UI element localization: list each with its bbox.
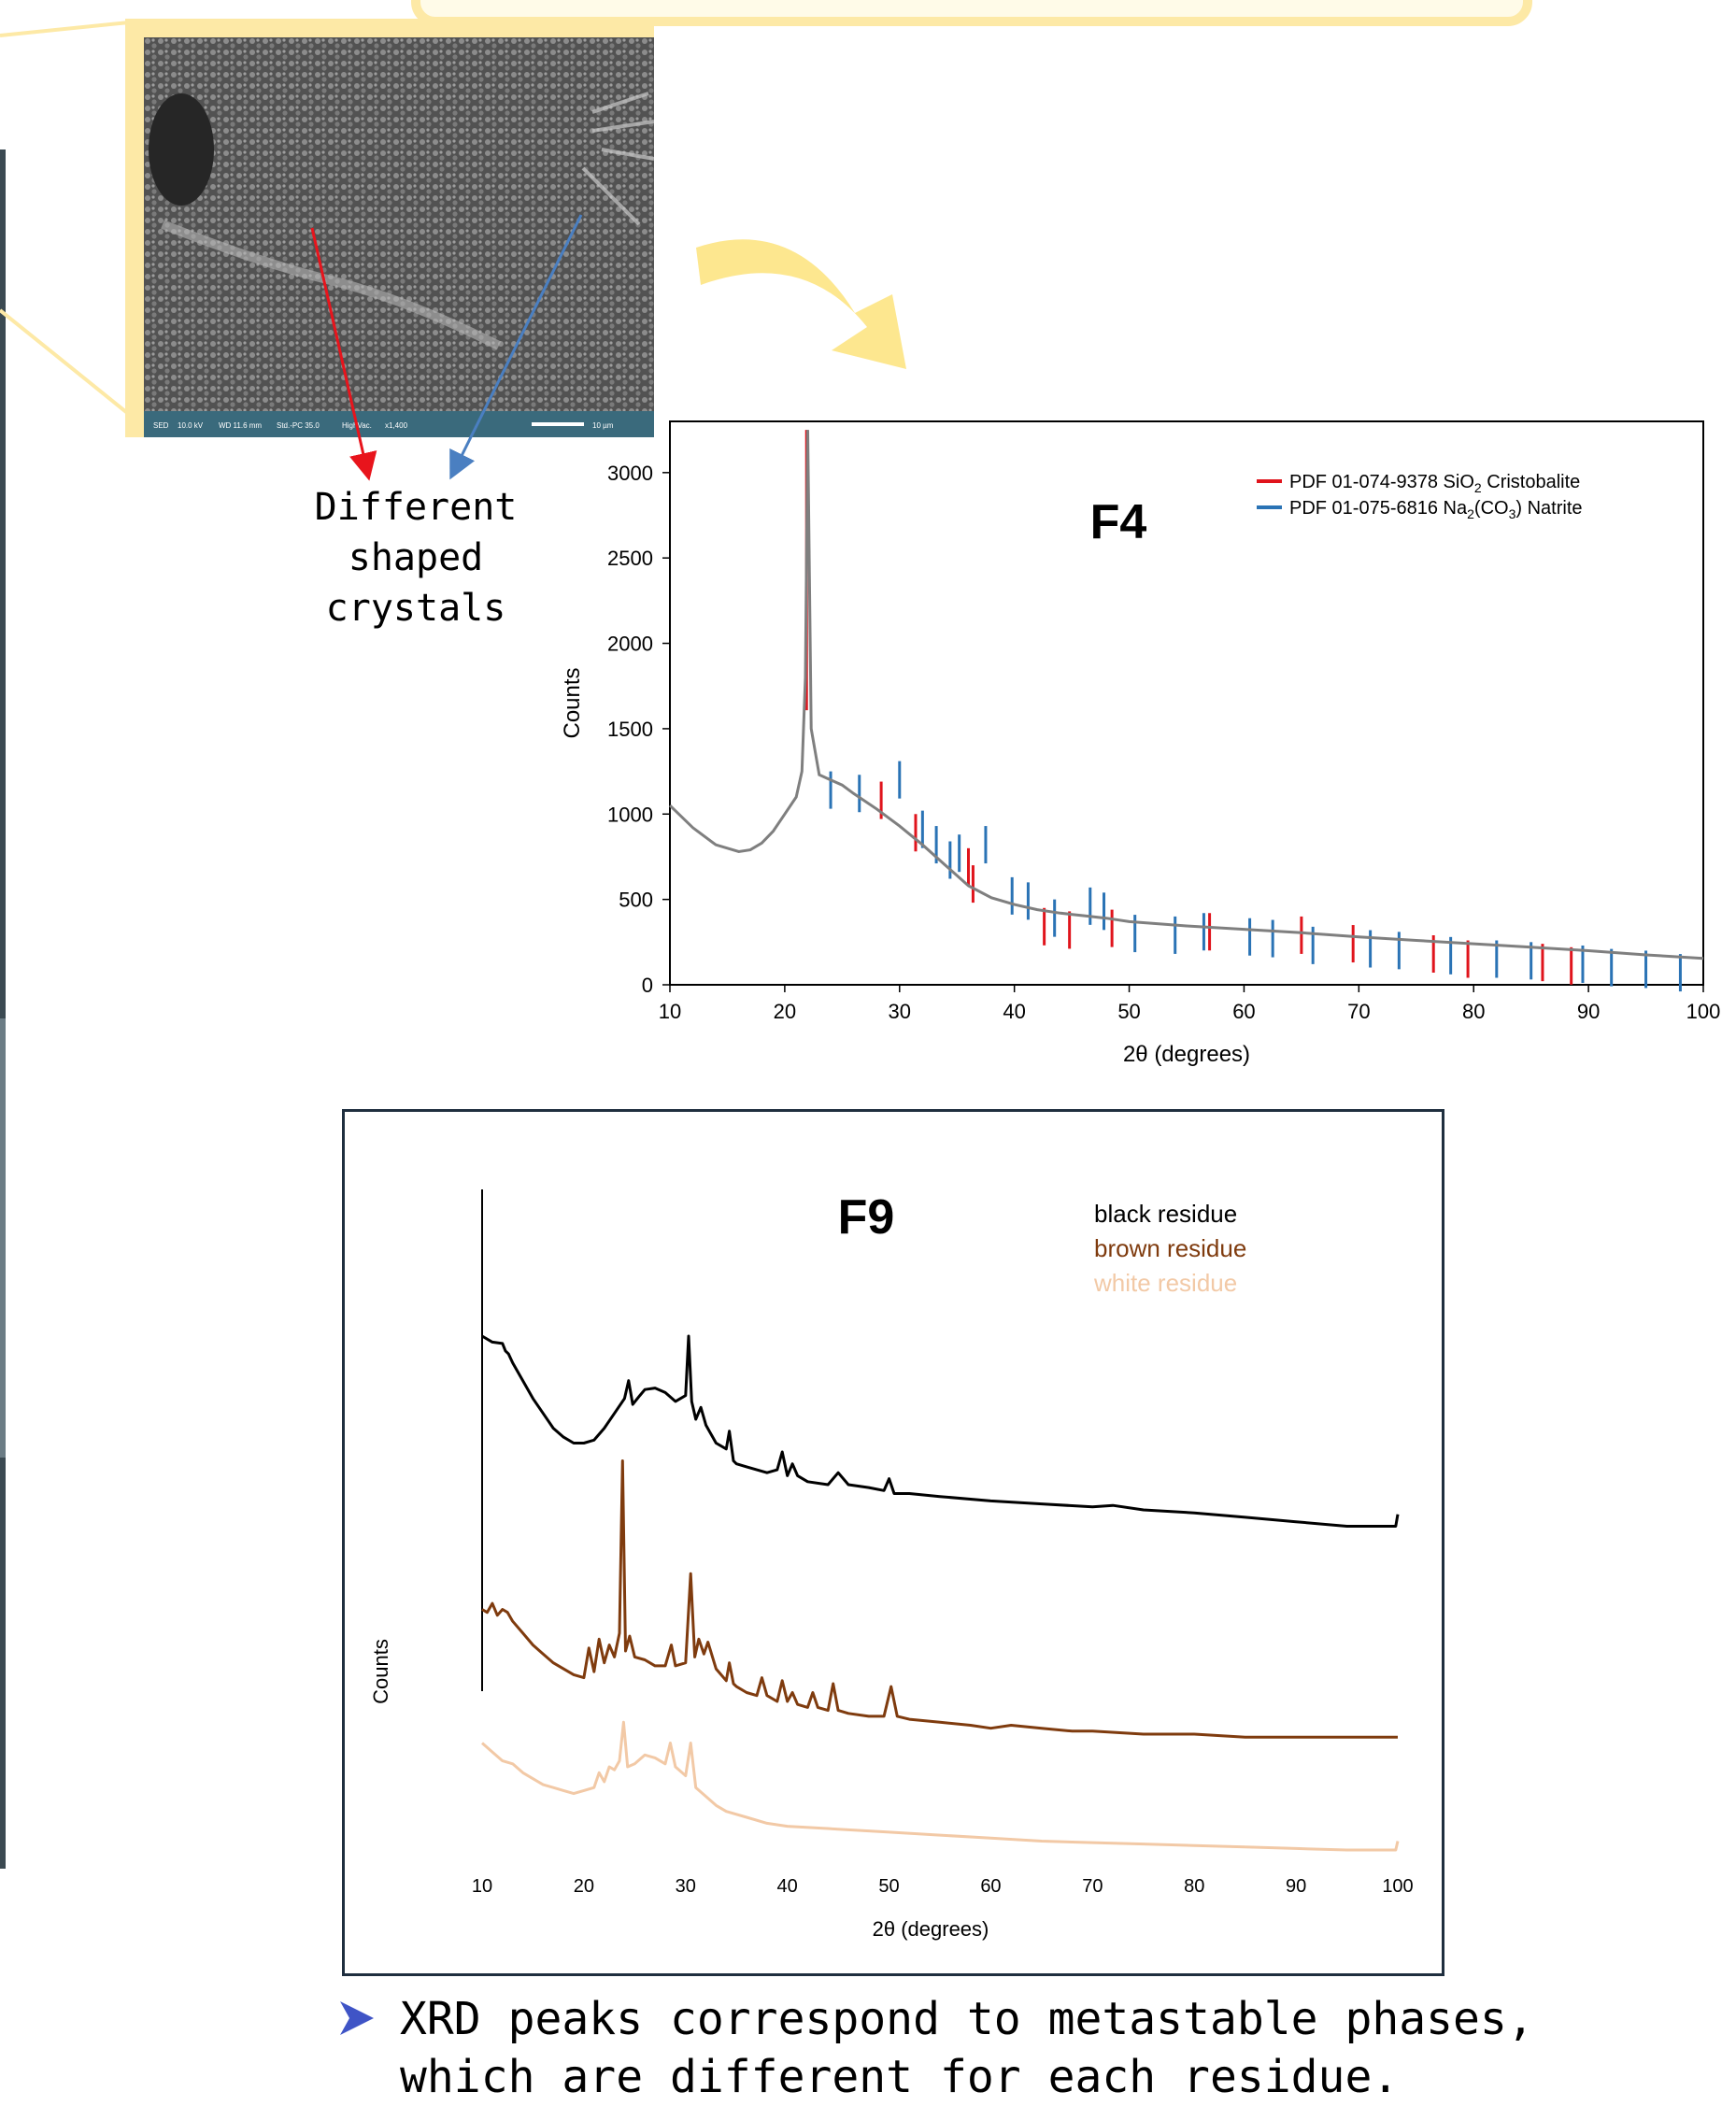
sem-micrograph: SED 10.0 kV WD 11.6 mm Std.-PC 35.0 High… [144,37,654,437]
series-line [481,1334,1400,1528]
legend-entry: PDF 01-075-6816 Na2(CO3) Natrite [1289,498,1583,521]
blue-pointer-arrow [449,214,583,480]
legend-entry: black residue [1094,1200,1237,1228]
x-tick-label: 50 [878,1876,899,1897]
x-axis-label: 2θ (degrees) [873,1917,989,1941]
x-tick-label: 100 [1382,1876,1413,1897]
curved-arrow-icon [696,239,906,369]
left-image-edge-lower [0,1018,6,1458]
chart-title-f4: F4 [1090,495,1147,549]
x-tick-label: 40 [1003,1000,1025,1023]
xrd-chart-f9: 10 20 30 40 50 60 70 80 90 100 2θ (degrees) Counts F… [369,1189,1414,1941]
x-tick-label: 40 [777,1876,798,1897]
scale-bar [532,422,584,426]
red-pointer-arrow [310,227,377,481]
measured-pattern-line [668,430,1704,961]
legend-entry: brown residue [1094,1234,1246,1262]
series-line [481,1720,1400,1852]
x-tick-label: 70 [1082,1876,1103,1897]
xrd-chart-f4: 10 20 30 40 50 60 70 80 90 1000500100015002000250… [560,420,1721,1067]
series-line [481,1459,1398,1739]
x-tick-label: 90 [1286,1876,1306,1897]
x-tick-label: 10 [659,1000,681,1023]
x-tick-label: 70 [1347,1000,1370,1023]
sem-footer-label: Std.-PC 35.0 [277,421,320,430]
xrd-chart-f9-frame: 10 20 30 40 50 60 70 80 90 100 2θ (degrees) Counts F… [342,1109,1444,1976]
x-tick-label: 80 [1462,1000,1485,1023]
sem-image-frame: SED 10.0 kV WD 11.6 mm Std.-PC 35.0 High… [125,19,654,437]
y-tick-label: 2500 [607,547,653,570]
legend-entry: PDF 01-074-9378 SiO2 Cristobalite [1289,472,1580,495]
y-tick-label: 0 [642,974,653,997]
chart-title-f9: F9 [838,1190,895,1245]
x-tick-label: 10 [472,1876,492,1897]
y-tick-label: 1000 [607,803,653,826]
x-tick-label: 100 [1686,1000,1721,1023]
connector-lines [0,21,133,418]
sem-footer-label: 10.0 kV [178,421,204,430]
sem-footer-label: WD 11.6 mm [219,421,262,430]
x-tick-label: 60 [980,1876,1001,1897]
x-tick-label: 80 [1184,1876,1204,1897]
callout-line-1: Different [314,486,518,529]
conclusion-line-1: XRD peaks correspond to metastable phase… [400,1993,1534,2045]
y-axis-label: Counts [560,667,585,738]
y-tick-label: 500 [619,889,653,912]
x-tick-label: 20 [574,1876,594,1897]
x-tick-label: 30 [676,1876,696,1897]
x-tick-label: 30 [889,1000,911,1023]
sem-footer-label: SED [153,421,169,430]
callout-line-2: shaped crystals [325,536,506,630]
sem-footer-label: x1,400 [385,421,408,430]
plot-frame [669,420,1704,986]
y-tick-label: 2000 [607,633,653,656]
left-image-edge [0,149,6,1869]
conclusion-line-2: which are different for each residue. [400,2051,1400,2103]
x-tick-label: 90 [1577,1000,1600,1023]
bullet-arrow-icon [340,2001,374,2035]
x-tick-label: 50 [1117,1000,1140,1023]
y-tick-label: 1500 [607,718,653,741]
y-axis-label: Counts [369,1639,392,1704]
x-tick-label: 20 [774,1000,796,1023]
pointer-arrows [310,214,583,481]
conclusion-text: XRD peaks correspond to metastable phase… [400,1990,1689,2106]
y-tick-label: 3000 [607,462,653,485]
x-axis-label: 2θ (degrees) [1123,1042,1250,1067]
x-tick-label: 60 [1232,1000,1255,1023]
sem-footer-label: 10 µm [592,421,614,430]
legend-entry: white residue [1093,1269,1237,1297]
crystal-callout: Different shaped crystals [252,482,579,633]
